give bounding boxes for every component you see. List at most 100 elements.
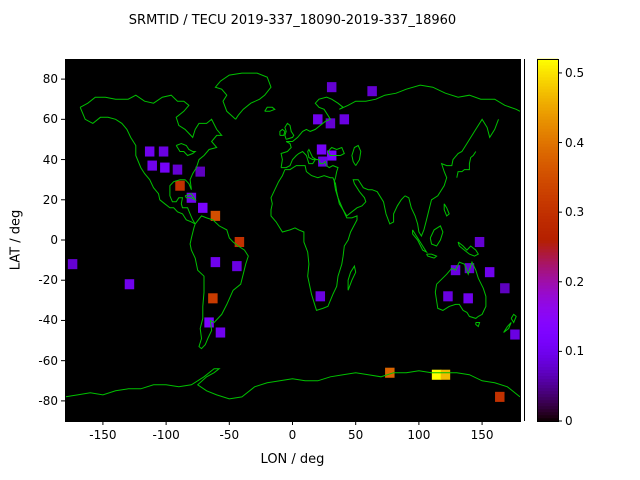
heatmap-cell [440, 369, 451, 380]
coastline [279, 128, 286, 136]
coastline [412, 229, 428, 254]
colorbar-gradient-strip [537, 67, 558, 72]
colorbar-gradient-strip [537, 366, 558, 371]
colorbar-gradient-strip [537, 227, 558, 232]
colorbar-gradient-strip [537, 200, 558, 205]
heatmap-cell [484, 267, 495, 278]
colorbar-gradient-strip [537, 387, 558, 392]
colorbar-gradient-strip [537, 116, 558, 120]
y-tick-label: -20 [38, 273, 58, 288]
colorbar-gradient-strip [537, 215, 558, 220]
coastline [280, 84, 521, 168]
x-tick-label: 100 [407, 428, 431, 442]
heatmap-cell [144, 146, 155, 157]
coastline [264, 106, 276, 112]
colorbar-gradient-strip [537, 128, 558, 132]
colorbar-gradient-strip [537, 254, 558, 259]
colorbar-gradient-strip [537, 327, 558, 331]
heatmap-cell [510, 329, 520, 340]
colorbar-gradient-strip [537, 242, 558, 247]
heatmap-cell [158, 146, 169, 157]
colorbar-gradient-strip [537, 185, 558, 190]
colorbar-gradient-strip [537, 354, 558, 358]
colorbar-tick-label: 0.3 [565, 205, 585, 220]
colorbar-gradient-strip [537, 263, 558, 268]
y-tick-label: 60 [42, 112, 58, 127]
colorbar-gradient-strip [537, 248, 558, 253]
coastline [475, 322, 481, 328]
colorbar-gradient-strip [537, 233, 558, 238]
coastline [443, 203, 450, 217]
colorbar-gradient-strip [537, 209, 558, 214]
colorbar-gradient-strip [537, 363, 558, 367]
colorbar-tick-label: 0.5 [565, 65, 585, 80]
heatmap-cell [172, 164, 183, 175]
chart-title: SRMTID / TECU 2019-337_18090-2019-337_18… [128, 13, 457, 28]
colorbar-gradient-strip [537, 306, 558, 310]
colorbar-gradient-strip [537, 97, 558, 102]
colorbar-gradient-strip [537, 339, 558, 343]
colorbar-gradient-strip [537, 221, 558, 226]
heatmap-cell [313, 114, 323, 125]
x-tick-label: -150 [89, 428, 117, 442]
heatmap-cell [339, 114, 350, 125]
heatmap-cell [463, 293, 473, 304]
x-tick-label: 0 [288, 428, 297, 442]
colorbar-gradient-strip [537, 176, 558, 180]
colorbar-gradient-strip [537, 381, 558, 386]
colorbar-gradient-strip [537, 85, 558, 90]
y-tick-label: 0 [50, 233, 58, 247]
heatmap-cell [315, 291, 326, 302]
colorbar-gradient-strip [537, 88, 558, 93]
y-tick-label: -60 [38, 353, 58, 368]
colorbar-gradient-strip [537, 194, 558, 199]
colorbar-gradient-strip [537, 188, 558, 193]
colorbar-gradient-strip [537, 109, 558, 114]
colorbar-gradient-strip [537, 197, 558, 202]
coastline [347, 264, 357, 291]
y-tick-label: 40 [42, 152, 58, 167]
colorbar-gradient-strip [537, 218, 558, 223]
heatmap-cell [443, 291, 453, 302]
colorbar-gradient-strip [537, 64, 558, 69]
heatmap-cell [210, 210, 221, 221]
coastline [429, 225, 444, 247]
heatmap-cell [204, 317, 214, 328]
y-tick-label: -40 [38, 313, 58, 328]
colorbar-gradient-strip [537, 173, 558, 177]
coastline [284, 122, 295, 140]
colorbar-gradient-strip [537, 269, 558, 274]
coastline [503, 322, 512, 333]
colorbar-gradient-strip [537, 182, 558, 186]
heatmap-cell [367, 86, 377, 97]
colorbar-gradient-strip [537, 73, 558, 78]
heatmap-cell [175, 180, 185, 191]
colorbar-gradient-strip [537, 251, 558, 256]
colorbar-gradient-strip [537, 348, 558, 352]
coastline [270, 165, 358, 312]
colorbar-gradient-strip [537, 257, 558, 262]
colorbar-gradient-strip [537, 396, 558, 401]
coastline [214, 72, 272, 120]
heatmap-cell [215, 327, 226, 338]
heatmap-cell [474, 236, 485, 248]
colorbar-gradient-strip [537, 161, 558, 165]
colorbar-gradient-strip [537, 375, 558, 380]
colorbar-gradient-strip [537, 333, 558, 337]
colorbar-gradient-strip [537, 297, 558, 301]
colorbar-gradient-strip [537, 191, 558, 196]
colorbar-gradient-strip [537, 287, 558, 292]
coastline [434, 260, 487, 319]
colorbar-gradient-strip [537, 408, 558, 413]
colorbar-gradient-strip [537, 179, 558, 183]
y-tick-label: -80 [38, 393, 58, 408]
colorbar-gradient-strip [537, 206, 558, 211]
heatmap-cell [495, 391, 505, 402]
heatmap-cell [318, 156, 328, 167]
coastline [426, 253, 438, 259]
heatmap-cell [67, 259, 78, 270]
colorbar-gradient-strip [537, 266, 558, 271]
colorbar-gradient-strip [537, 119, 558, 123]
